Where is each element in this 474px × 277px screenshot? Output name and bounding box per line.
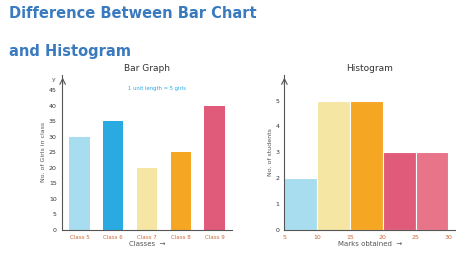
Bar <box>284 178 317 230</box>
Bar <box>69 137 90 230</box>
Y-axis label: No. of Girls in class: No. of Girls in class <box>41 122 46 183</box>
Bar <box>350 101 383 230</box>
Bar <box>383 152 416 230</box>
Text: and Histogram: and Histogram <box>9 44 131 59</box>
Text: 1 unit length = 5 girls: 1 unit length = 5 girls <box>128 86 186 91</box>
Y-axis label: No. of students: No. of students <box>268 129 273 176</box>
Title: Histogram: Histogram <box>346 64 393 73</box>
Title: Bar Graph: Bar Graph <box>124 64 170 73</box>
Bar <box>137 168 157 230</box>
Text: Difference Between Bar Chart: Difference Between Bar Chart <box>9 6 257 20</box>
X-axis label: Classes  →: Classes → <box>128 241 165 247</box>
Bar <box>204 106 225 230</box>
Bar <box>103 121 123 230</box>
Bar <box>317 101 350 230</box>
Bar <box>171 152 191 230</box>
Bar <box>416 152 448 230</box>
Text: y: y <box>52 77 56 82</box>
X-axis label: Marks obtained  →: Marks obtained → <box>337 241 402 247</box>
